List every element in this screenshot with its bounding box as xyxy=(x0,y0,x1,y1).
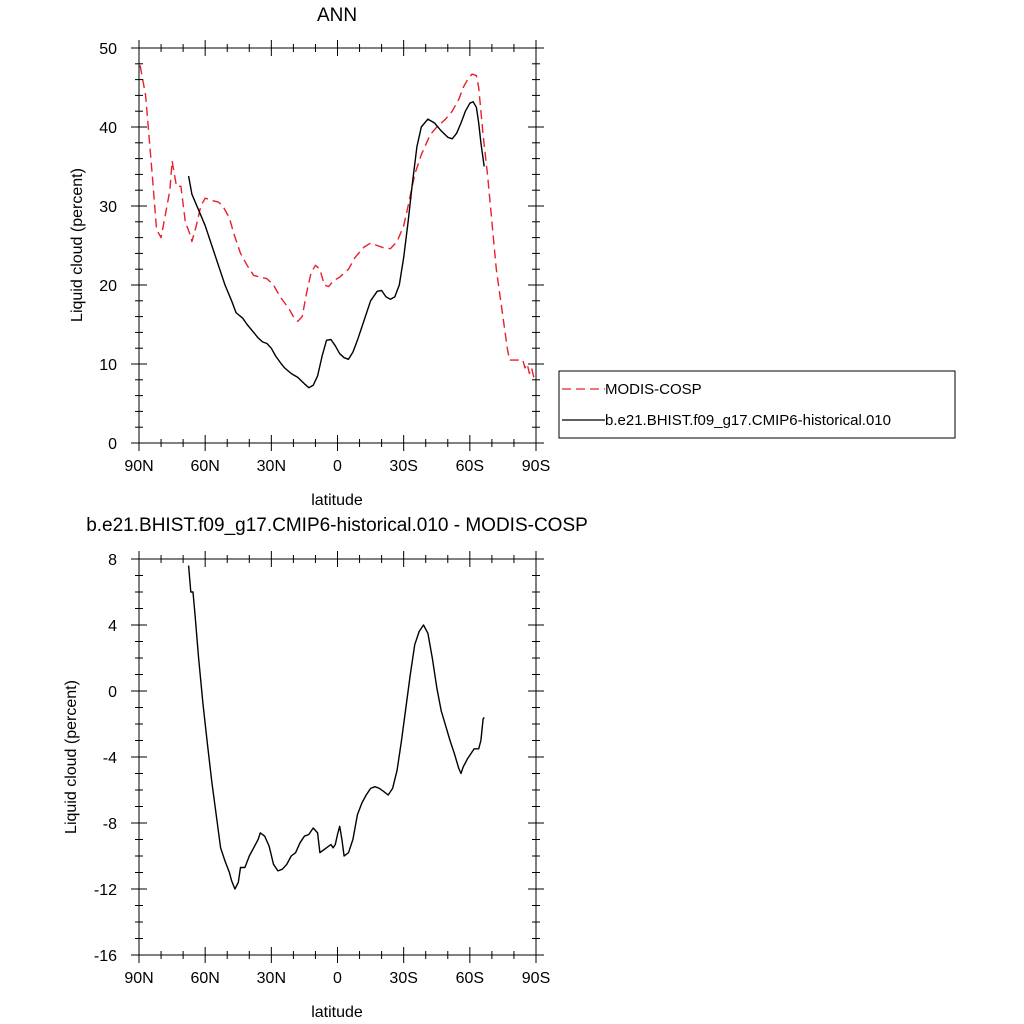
y-tick-label: 20 xyxy=(99,278,117,295)
x-tick-label: 30N xyxy=(257,970,286,987)
y-tick-label: 30 xyxy=(99,199,117,216)
y-tick-label: -4 xyxy=(103,750,117,767)
y-tick-label: -12 xyxy=(94,882,117,899)
x-tick-label: 60S xyxy=(456,970,484,987)
y-tick-labels-top: 0 10 20 30 40 50 xyxy=(99,41,117,453)
x-tick-label: 0 xyxy=(333,458,342,475)
panel-annual-mean: ANN 90N 60N 30N 0 30S 60S 90S 0 10 20 30 40 50 lati… xyxy=(69,5,956,509)
legend: MODIS-COSP b.e21.BHIST.f09_g17.CMIP6-his… xyxy=(558,370,956,439)
y-tick-label: 10 xyxy=(99,357,117,374)
x-tick-labels-bottom: 90N 60N 30N 0 30S 60S 90S xyxy=(124,970,550,987)
x-tick-label: 0 xyxy=(333,970,342,987)
y-tick-labels-bottom: -16 -12 -8 -4 0 4 8 xyxy=(94,552,117,965)
x-tick-label: 30N xyxy=(257,458,286,475)
y-tick-label: 0 xyxy=(108,684,117,701)
x-tick-label: 90N xyxy=(124,970,153,987)
x-tick-label: 90N xyxy=(124,458,153,475)
chart-title-bottom: b.e21.BHIST.f09_g17.CMIP6-historical.010… xyxy=(86,515,588,536)
tick-layer-top xyxy=(131,40,544,451)
series-line-difference xyxy=(187,565,485,890)
legend-label-model: b.e21.BHIST.f09_g17.CMIP6-historical.010 xyxy=(605,412,891,429)
y-axis-label-top: Liquid cloud (percent) xyxy=(69,168,86,322)
panel-difference: b.e21.BHIST.f09_g17.CMIP6-historical.010… xyxy=(63,515,588,1021)
x-tick-label: 60N xyxy=(190,970,219,987)
series-line-b-e21-bhist-f09-g17-cmip6-historical-010 xyxy=(187,100,485,389)
y-tick-label: 8 xyxy=(108,552,117,569)
x-tick-label: 30S xyxy=(389,458,417,475)
legend-label-modis: MODIS-COSP xyxy=(605,381,702,398)
x-tick-label: 60N xyxy=(190,458,219,475)
y-tick-label: 50 xyxy=(99,41,117,58)
y-tick-label: 40 xyxy=(99,120,117,137)
x-axis-label-bottom: latitude xyxy=(311,1004,363,1021)
x-tick-label: 30S xyxy=(389,970,417,987)
series-layer-bottom xyxy=(187,565,485,890)
x-tick-label: 90S xyxy=(522,970,550,987)
series-layer-top xyxy=(139,65,536,389)
y-tick-label: -16 xyxy=(94,948,117,965)
y-tick-label: 4 xyxy=(108,618,117,635)
tick-layer-bottom xyxy=(131,551,544,963)
y-tick-label: 0 xyxy=(108,436,117,453)
x-tick-label: 60S xyxy=(456,458,484,475)
legend-box xyxy=(558,370,956,439)
chart-title-top: ANN xyxy=(317,5,357,26)
x-tick-label: 90S xyxy=(522,458,550,475)
x-axis-label-top: latitude xyxy=(311,492,363,509)
series-line-modis-cosp xyxy=(139,65,536,379)
y-axis-label-bottom: Liquid cloud (percent) xyxy=(63,680,80,834)
x-tick-labels-top: 90N 60N 30N 0 30S 60S 90S xyxy=(124,458,550,475)
y-tick-label: -8 xyxy=(103,816,117,833)
plot-frame-bottom xyxy=(138,558,537,956)
